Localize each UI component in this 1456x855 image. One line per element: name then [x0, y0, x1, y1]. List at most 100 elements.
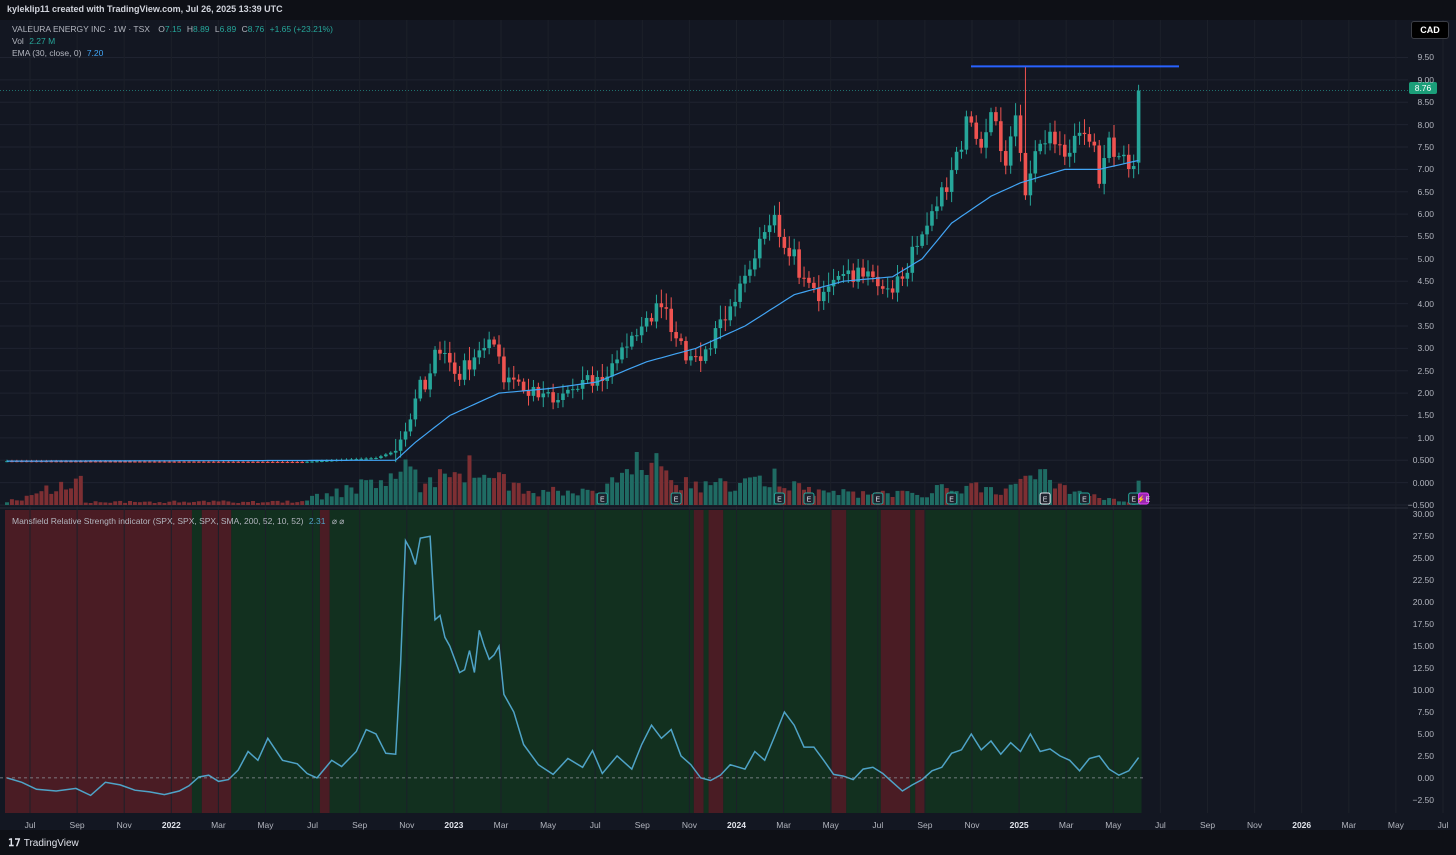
candle-body: [359, 458, 364, 460]
volume-bar: [413, 469, 418, 505]
candle-body: [915, 245, 919, 247]
volume-bar: [703, 481, 708, 505]
earnings-label: E: [1131, 497, 1136, 504]
candle-body: [79, 461, 83, 463]
currency-button[interactable]: CAD: [1411, 21, 1449, 39]
candle-body: [935, 206, 939, 212]
candle-body: [777, 214, 782, 237]
candle-body: [1053, 131, 1057, 145]
candle-body: [211, 461, 216, 463]
indicator-value: 2.31: [308, 516, 326, 526]
volume-bar: [590, 490, 595, 505]
candle-body: [546, 392, 550, 394]
candle-body: [762, 232, 767, 239]
tradingview-logo[interactable]: 𝟣𝟩 TradingView: [8, 838, 79, 849]
candle-body: [44, 461, 49, 463]
candle-body: [1136, 90, 1141, 163]
volume-bar: [290, 502, 295, 505]
volume-bar: [629, 474, 634, 505]
candle-body: [280, 461, 285, 463]
ema-legend: EMA (30, close, 0) 7.20: [12, 48, 103, 58]
candle-body: [861, 267, 865, 277]
candle-body: [1013, 115, 1018, 137]
earnings-badge: [596, 492, 608, 505]
volume-bar: [718, 478, 723, 505]
volume-bar: [989, 487, 993, 505]
volume-bar: [511, 482, 516, 505]
volume-bar: [634, 451, 639, 505]
rs-zone-bull: [723, 510, 832, 813]
earnings-label: E: [807, 497, 812, 504]
rs-zone-bear: [915, 510, 926, 813]
volume-bar: [285, 500, 290, 505]
candle-body: [290, 461, 295, 463]
candle-body: [1122, 154, 1126, 157]
earnings-marker: E: [803, 492, 815, 505]
volume-bar: [68, 488, 73, 505]
volume-bar: [305, 500, 310, 505]
volume-bar: [378, 480, 383, 505]
time-tick-label: May: [1105, 820, 1122, 830]
volume-bar: [1048, 479, 1053, 505]
volume-bar: [442, 473, 447, 505]
rs-zone-bull: [925, 510, 1142, 813]
candle-body: [1018, 115, 1023, 153]
candle-body: [354, 459, 359, 461]
symbol-title: VALEURA ENERGY INC · 1W · TSX: [12, 24, 150, 34]
volume-bar: [226, 501, 231, 505]
time-tick-label: May: [257, 820, 274, 830]
candle-body: [748, 269, 752, 276]
rs-tick-label: 22.50: [1412, 575, 1434, 586]
volume-bar: [560, 495, 565, 505]
time-tick-label: Jul: [1437, 820, 1449, 830]
volume-bar: [929, 493, 934, 505]
time-tick-label: Jul: [872, 820, 884, 830]
rs-tick-label: 25.00: [1412, 553, 1434, 564]
candle-body: [1097, 145, 1102, 184]
rs-zone-bear: [831, 510, 847, 813]
candle-body: [256, 461, 260, 463]
volume-bar: [900, 490, 905, 505]
candle-body: [457, 373, 462, 380]
indicator-icons[interactable]: ⌀ ⌀: [331, 516, 345, 526]
candle-body: [182, 461, 186, 463]
volume-bar: [885, 493, 890, 505]
time-tick-label: May: [540, 820, 557, 830]
volume-bar: [506, 490, 511, 505]
volume-bar: [349, 487, 354, 505]
volume-bar: [688, 488, 693, 505]
volume-bar: [521, 493, 526, 505]
credit-bar: kyleklip11 created with TradingView.com,…: [0, 0, 1456, 20]
candle-body: [93, 461, 98, 463]
footer-bar: [0, 830, 1456, 855]
candle-body: [108, 461, 113, 463]
candle-body: [123, 461, 127, 463]
volume-bar: [383, 485, 388, 505]
time-tick-label: Mar: [1341, 820, 1357, 830]
candle-body: [231, 461, 236, 463]
candle-body: [639, 326, 644, 336]
grid-lines: [0, 20, 1444, 813]
candle-body: [876, 276, 880, 287]
candle-body: [659, 303, 664, 308]
volume-bar: [147, 501, 152, 505]
candle-body: [433, 349, 437, 374]
volume-bar: [467, 455, 472, 505]
candle-body: [157, 461, 162, 463]
candle-body: [325, 460, 329, 462]
candle-body: [162, 461, 167, 463]
volume-bar: [1112, 498, 1116, 505]
volume-bar: [723, 481, 728, 505]
volume-bar: [310, 495, 315, 505]
candle-body: [728, 306, 733, 321]
candle-body: [502, 356, 506, 383]
volume-bar: [816, 489, 821, 505]
volume-bar: [541, 489, 546, 505]
volume-bar: [403, 459, 408, 505]
volume-bar: [191, 501, 196, 505]
candle-body: [113, 461, 118, 463]
candle-body: [866, 271, 870, 277]
volume-bar: [1102, 499, 1107, 505]
earnings-label: E: [949, 497, 954, 504]
